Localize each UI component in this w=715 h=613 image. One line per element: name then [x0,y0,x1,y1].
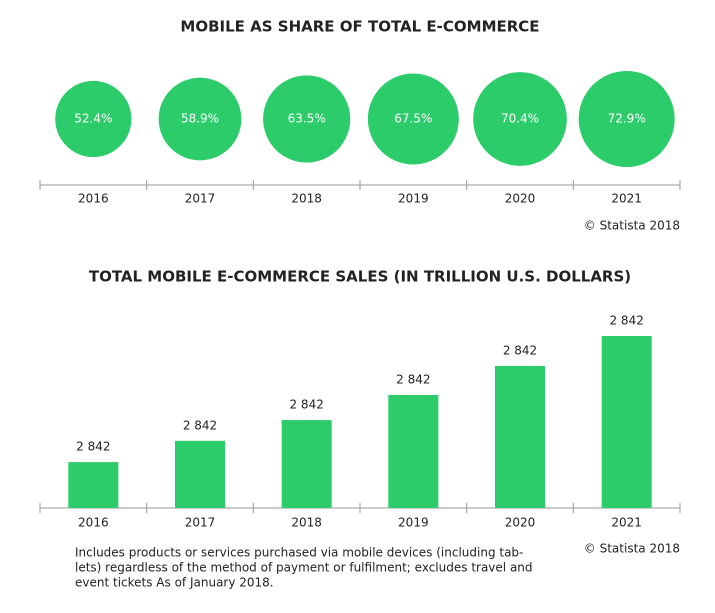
bar-label: 2 842 [289,398,323,412]
value-label: 70.4% [501,112,539,126]
x-tick-label: 2017 [185,516,216,530]
footnote-line: Includes products or services purchased … [75,546,523,560]
bubble [578,71,675,167]
x-tick-label: 2017 [185,192,216,206]
x-tick-label: 2018 [291,192,322,206]
x-tick-label: 2020 [505,192,536,206]
bar [495,365,545,508]
value-label: 67.5% [394,112,432,126]
x-tick-label: 2019 [398,192,429,206]
bar-label: 2 842 [396,372,430,386]
chart-title: TOTAL MOBILE E-COMMERCE SALES (IN TRILLI… [89,268,631,286]
bubble [263,75,351,163]
bubble [473,72,567,166]
x-tick-label: 2020 [505,516,536,530]
bar [388,394,439,508]
value-label: 58.9% [181,112,219,126]
chart-title: MOBILE AS SHARE OF TOTAL E-COMMERCE [180,18,539,36]
bar [175,440,225,508]
bar [68,462,119,508]
x-tick-label: 2019 [398,516,429,530]
bubble [55,80,132,158]
bubble [367,73,459,165]
x-tick-label: 2016 [78,192,109,206]
value-label: 52.4% [74,112,112,126]
bubble [158,77,242,161]
bar-label: 2 842 [76,440,110,454]
x-tick-label: 2018 [291,516,322,530]
source: © Statista 2018 [584,542,680,556]
x-tick-label: 2021 [611,192,642,206]
value-label: 63.5% [288,112,326,126]
value-label: 72.9% [608,112,646,126]
x-tick-label: 2021 [611,516,642,530]
bar-label: 2 842 [183,418,217,432]
footnote-line: event tickets As of January 2018. [75,576,274,590]
x-tick-label: 2016 [78,516,109,530]
bar [281,420,332,508]
bar-label: 2 842 [609,314,643,328]
footnote-line: lets) regardless of the method of paymen… [75,561,533,575]
source: © Statista 2018 [584,219,680,233]
bar-label: 2 842 [503,343,537,357]
bar [601,336,652,508]
